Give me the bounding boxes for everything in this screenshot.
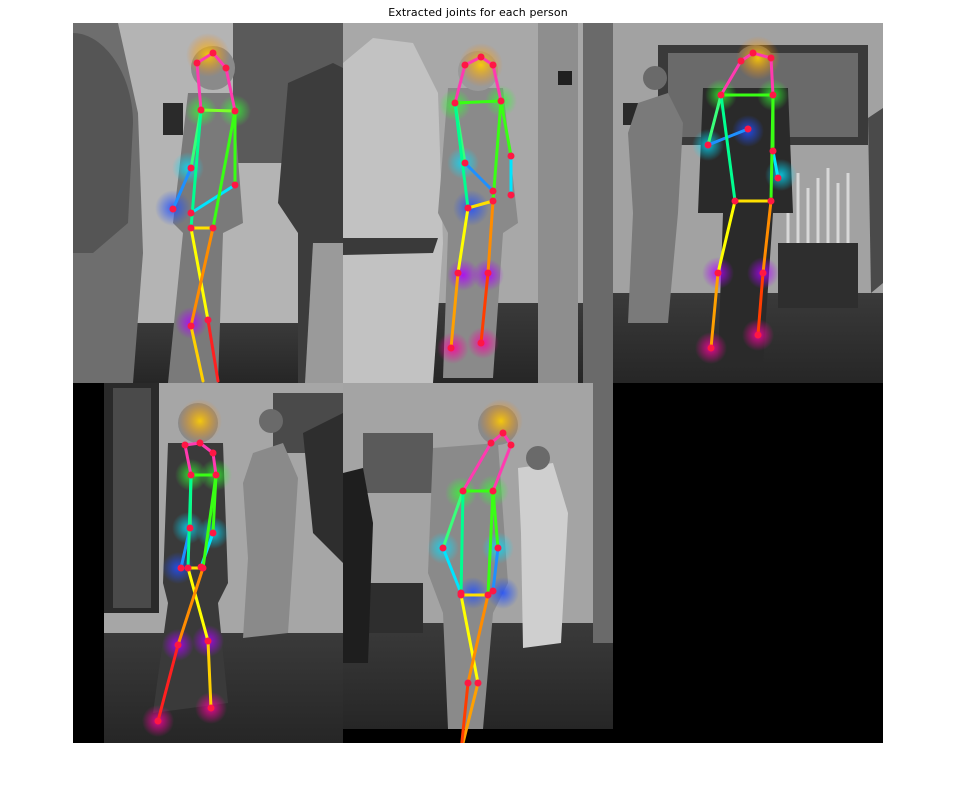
panel-6-empty bbox=[613, 383, 883, 743]
panel-3 bbox=[613, 23, 883, 383]
panel-4 bbox=[73, 383, 343, 743]
panel-1 bbox=[73, 23, 343, 383]
figure-title: Extracted joints for each person bbox=[388, 6, 568, 19]
pose-mosaic bbox=[73, 23, 883, 743]
panel-2 bbox=[343, 23, 613, 383]
pose-mosaic-svg bbox=[73, 23, 883, 743]
panel-5 bbox=[343, 383, 613, 743]
